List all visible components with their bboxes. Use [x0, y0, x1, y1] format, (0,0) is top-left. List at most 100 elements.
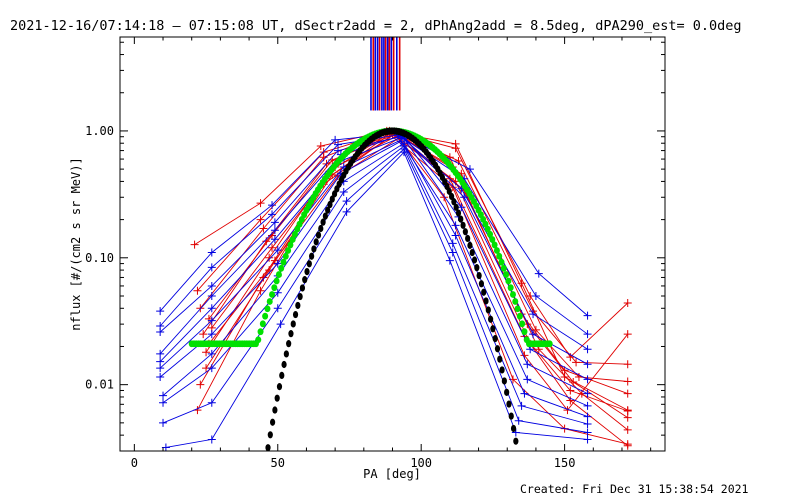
fit-point	[309, 252, 315, 260]
data-point	[623, 441, 632, 450]
series-blue	[159, 142, 592, 428]
fit-point	[484, 225, 491, 233]
y-axis-label: nflux [#/(cm2 s sr MeV)]	[69, 157, 83, 330]
data-point	[448, 239, 457, 248]
data-point	[156, 307, 165, 316]
data-point	[445, 256, 454, 265]
data-point	[276, 320, 285, 329]
data-point	[156, 328, 165, 337]
series-line	[205, 133, 628, 445]
fit-point	[272, 406, 278, 414]
fit-point	[453, 203, 459, 211]
fit-point	[514, 305, 521, 313]
data-point	[514, 416, 523, 425]
data-point	[572, 358, 581, 367]
x-axis: 0 50 100 150	[131, 37, 652, 470]
data-point	[207, 263, 216, 272]
data-point	[583, 419, 592, 428]
fit-point	[278, 264, 285, 272]
data-point	[196, 380, 205, 389]
fit-point	[262, 312, 269, 320]
data-point	[583, 330, 592, 339]
fit-point	[327, 200, 333, 209]
data-point	[156, 372, 165, 381]
fit-point	[299, 284, 306, 292]
fit-point	[521, 328, 528, 336]
data-point	[273, 259, 282, 268]
fit-point	[485, 306, 491, 314]
fit-point	[508, 412, 514, 420]
data-point	[207, 435, 216, 444]
data-point	[268, 201, 277, 210]
fit-point	[493, 247, 500, 254]
fit-point	[519, 320, 526, 328]
fit-point	[295, 301, 301, 310]
series-line	[211, 134, 628, 382]
data-point	[623, 330, 632, 339]
fit-point	[489, 236, 496, 243]
data-point	[262, 237, 271, 246]
series-red	[196, 130, 632, 415]
series-line	[159, 136, 588, 380]
data-point	[399, 148, 408, 157]
data-point	[583, 412, 592, 421]
data-point	[623, 377, 632, 386]
data-point	[270, 235, 279, 244]
fit-point	[478, 280, 485, 288]
fit-point	[504, 388, 510, 396]
data-point	[529, 310, 538, 319]
data-point	[193, 286, 202, 295]
data-point	[207, 398, 216, 407]
series-line	[165, 151, 588, 448]
series-red	[204, 129, 632, 369]
fit-point	[287, 241, 294, 249]
fit-point	[492, 335, 498, 343]
data-point	[529, 330, 538, 339]
data-point	[623, 389, 632, 398]
data-point	[207, 248, 216, 257]
fit-point	[329, 195, 335, 203]
series-line	[159, 140, 588, 407]
data-point	[523, 375, 532, 384]
data-point	[623, 360, 632, 369]
fit-curves	[188, 127, 553, 452]
fit-point	[302, 276, 308, 284]
x-tick-label: 50	[271, 456, 285, 470]
fit-point	[275, 271, 282, 278]
fit-point	[265, 444, 271, 452]
data-point	[159, 391, 168, 400]
data-point	[583, 389, 592, 398]
data-point	[273, 288, 282, 297]
data-point	[583, 401, 592, 410]
series-line	[159, 138, 588, 395]
x-axis-label: PA [deg]	[363, 467, 421, 481]
series-red	[204, 132, 632, 434]
data-point	[199, 330, 208, 339]
fit-point	[467, 241, 473, 249]
x-tick-label: 100	[410, 456, 432, 470]
fit-point	[500, 264, 507, 272]
data-point	[207, 364, 216, 373]
data-point	[256, 199, 265, 208]
series-line	[162, 145, 588, 425]
data-point	[623, 299, 632, 308]
data-point	[156, 349, 165, 358]
fit-point	[285, 247, 292, 254]
fit-point	[289, 236, 296, 243]
data-point	[566, 386, 575, 395]
y-tick-label: 1.00	[85, 124, 114, 138]
series-blue	[156, 134, 592, 398]
fit-point	[474, 264, 480, 272]
fit-point	[471, 256, 478, 264]
series-red	[193, 130, 632, 450]
series-red	[193, 128, 632, 398]
data-point	[517, 401, 526, 410]
data-point	[623, 425, 632, 434]
data-point	[331, 135, 340, 144]
fit-point	[494, 345, 501, 353]
fit-point	[255, 336, 262, 344]
y-axis: 0.01 0.10 1.00	[85, 41, 665, 452]
fit-point	[290, 320, 296, 328]
fit-point	[311, 245, 317, 253]
